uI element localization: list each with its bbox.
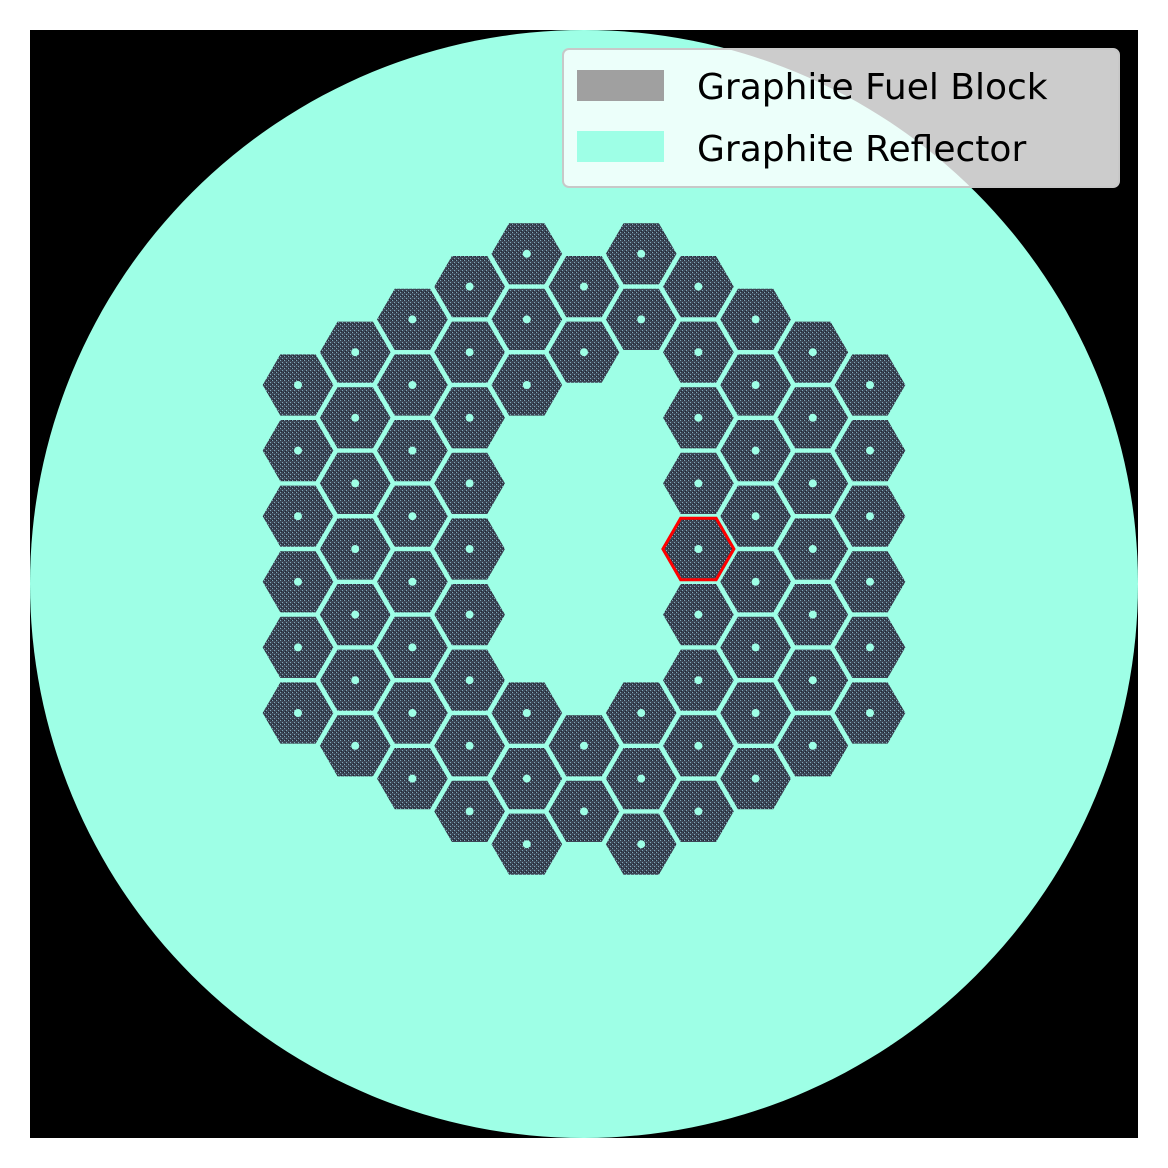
fuel-block-center-channel [751,512,760,521]
fuel-block-center-channel [294,446,302,455]
legend-frame [562,48,1120,188]
fuel-block-center-channel [408,315,417,324]
fuel-block-center-channel [866,512,874,521]
fuel-block-center-channel [294,381,302,389]
legend-label-reflector: Graphite Reflector [697,129,1026,170]
fuel-block-center-channel [751,774,760,783]
fuel-block-center-channel [751,643,760,652]
fuel-block-center-channel [694,479,703,488]
fuel-block-center-channel [808,741,817,750]
fuel-block-center-channel [637,249,646,258]
fuel-block-center-channel [808,413,817,422]
fuel-block-center-channel [580,282,588,291]
fuel-block-center-channel [351,741,360,750]
fuel-block-center-channel [808,545,817,553]
fuel-block-center-channel [866,446,874,455]
legend-swatch-fuel-block [577,70,664,101]
fuel-block-center-channel [866,643,874,652]
fuel-block-center-channel [465,413,474,422]
fuel-block-center-channel [294,512,302,521]
fuel-block-center-channel [751,315,760,324]
fuel-block-center-channel [294,577,302,586]
fuel-block-center-channel [751,446,760,455]
fuel-block-center-channel [465,479,474,488]
fuel-block-center-channel [637,709,646,717]
fuel-block-center-channel [522,774,531,783]
legend-label-fuel-block: Graphite Fuel Block [697,67,1048,108]
fuel-block-center-channel [408,381,417,389]
fuel-block-center-channel [694,348,703,357]
fuel-block-center-channel [465,545,474,553]
fuel-block-center-channel [637,840,646,849]
fuel-block-center-channel [866,709,874,717]
fuel-block-center-channel [351,545,360,553]
fuel-block-center-channel [408,709,417,717]
fuel-block-center-channel [694,741,703,750]
fuel-block-center-channel [694,545,703,553]
fuel-block-center-channel [522,249,531,258]
fuel-block-center-channel [408,643,417,652]
fuel-block-center-channel [808,479,817,488]
fuel-block-center-channel [522,840,531,849]
fuel-block-center-channel [294,709,302,717]
fuel-block-center-channel [294,643,302,652]
legend-swatch-reflector [577,131,664,162]
fuel-block-center-channel [408,774,417,783]
fuel-block-center-channel [465,676,474,685]
fuel-block-center-channel [351,348,360,357]
fuel-block-center-channel [694,413,703,422]
fuel-block-center-channel [808,676,817,685]
legend: Graphite Fuel Block Graphite Reflector [562,48,1120,188]
fuel-block-center-channel [465,610,474,619]
fuel-block-center-channel [351,413,360,422]
fuel-block-center-channel [808,610,817,619]
fuel-block-center-channel [408,512,417,521]
fuel-block-center-channel [637,774,646,783]
graphite-reflector [30,30,1138,1138]
fuel-block-center-channel [866,381,874,389]
fuel-block-center-channel [465,741,474,750]
fuel-block-center-channel [751,709,760,717]
fuel-block-center-channel [522,315,531,324]
fuel-block-center-channel [351,479,360,488]
fuel-block-center-channel [465,348,474,357]
fuel-block-center-channel [751,577,760,586]
fuel-block-center-channel [580,348,588,357]
fuel-block-center-channel [351,676,360,685]
fuel-block-center-channel [408,446,417,455]
fuel-block-center-channel [694,676,703,685]
highlighted-block-outline [661,516,736,582]
fuel-block-center-channel [522,381,531,389]
fuel-block-center-channel [866,577,874,586]
fuel-block-lattice [260,221,908,877]
fuel-block-center-channel [580,807,588,816]
fuel-block-center-channel [351,610,360,619]
fuel-block-center-channel [465,807,474,816]
fuel-block-center-channel [522,709,531,717]
fuel-block-center-channel [694,610,703,619]
fuel-block-center-channel [751,381,760,389]
fuel-block-center-channel [408,577,417,586]
fuel-block-center-channel [694,282,703,291]
fuel-block-center-channel [465,282,474,291]
fuel-block-center-channel [637,315,646,324]
fuel-block-center-channel [580,741,588,750]
fuel-block-center-channel [808,348,817,357]
fuel-block-center-channel [694,807,703,816]
